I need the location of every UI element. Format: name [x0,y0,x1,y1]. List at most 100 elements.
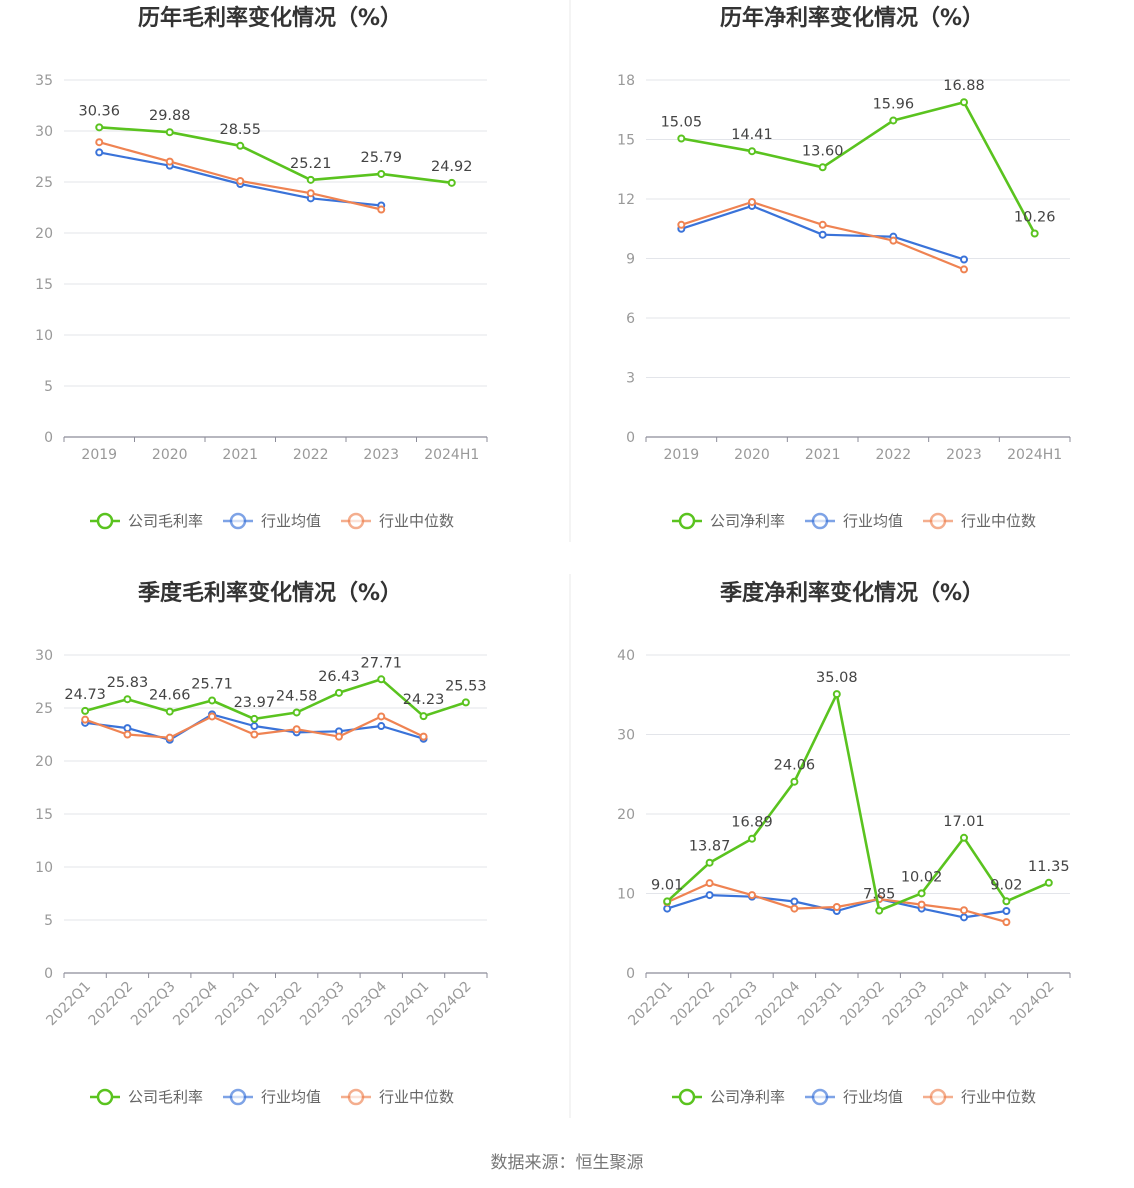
legend-marker-icon [678,512,696,530]
x-tick-label: 2023Q3 [297,979,348,1030]
y-tick-label: 6 [626,311,635,327]
data-point-company [236,141,245,150]
series-line-company [99,126,452,185]
y-tick-label: 20 [35,754,53,770]
data-label: 24.92 [431,159,473,175]
data-point-company [95,123,104,132]
data-point-company [419,712,428,721]
legend-label: 行业中位数 [379,512,454,530]
legend-item-industry_avg[interactable]: 行业均值 [223,512,321,530]
legend-item-company[interactable]: 公司毛利率 [90,512,203,530]
legend-item-industry_median[interactable]: 行业中位数 [923,1088,1036,1106]
legend-label: 行业均值 [261,1088,321,1106]
y-tick-label: 10 [35,860,53,876]
data-point-company [1030,229,1039,238]
legend-item-industry_median[interactable]: 行业中位数 [341,1088,454,1106]
data-point-company [208,696,217,705]
y-tick-label: 10 [617,887,635,903]
legend-item-company[interactable]: 公司净利率 [672,1088,785,1106]
data-point-industry_median [81,715,90,724]
data-label: 25.71 [191,676,233,692]
legend-item-industry_avg[interactable]: 行业均值 [805,512,903,530]
data-point-industry_median [790,904,799,913]
y-tick-label: 5 [44,913,53,929]
x-tick-label: 2022Q3 [128,979,179,1030]
data-point-company [748,147,756,156]
data-point-company [250,714,259,723]
y-tick-label: 30 [617,728,635,744]
data-point-company [705,858,714,867]
legend-label: 行业均值 [261,512,321,530]
legend-label: 公司毛利率 [128,1088,203,1106]
chart-panel-1: 历年毛利率变化情况（%） 0 5 10 15 20 25 30 35 2019 2020 2021 20… [35,5,488,530]
x-tick-label: 2023Q4 [922,978,973,1029]
data-point-company [377,675,386,684]
y-tick-label: 30 [35,124,53,140]
data-label: 27.71 [360,655,402,671]
legend-item-industry_median[interactable]: 行业中位数 [341,512,454,530]
data-point-company [875,906,884,915]
legend-item-industry_avg[interactable]: 行业均值 [223,1088,321,1106]
x-tick-label: 2023Q1 [213,979,264,1030]
legend-marker-icon [347,1088,365,1106]
legend-item-company[interactable]: 公司净利率 [672,512,785,530]
data-label: 16.88 [943,78,985,94]
data-point-industry_avg [1002,906,1011,915]
x-tick-label: 2022Q1 [625,979,676,1030]
data-point-company [790,777,799,786]
legend-label: 行业均值 [843,512,903,530]
data-point-company [832,690,841,699]
data-point-industry_median [960,906,968,915]
x-tick-label: 2022Q3 [710,979,761,1030]
legend-item-company[interactable]: 公司毛利率 [90,1088,203,1106]
data-label: 15.05 [661,115,703,131]
legend-item-industry_avg[interactable]: 行业均值 [805,1088,903,1106]
chart-title: 历年净利率变化情况（%） [720,5,984,31]
y-tick-label: 25 [35,175,53,191]
x-tick-label: 2024Q1 [382,979,433,1030]
data-point-industry_avg [960,255,968,264]
data-source-note: 数据来源：恒生聚源 [491,1153,644,1173]
x-tick-label: 2022Q1 [43,979,94,1030]
data-point-industry_median [889,236,898,245]
data-point-company [123,695,132,704]
x-tick-label: 2024Q1 [965,979,1016,1030]
chart-title: 季度毛利率变化情况（%） [138,580,402,606]
data-point-industry_median [677,220,686,229]
data-label: 24.06 [774,758,816,774]
data-point-industry_avg [663,904,672,913]
data-label: 29.88 [149,108,191,124]
y-tick-label: 20 [35,226,53,242]
x-tick-label: 2024H1 [424,447,479,463]
data-point-company [334,688,343,697]
data-label: 24.58 [276,688,318,704]
data-point-industry_median [306,189,315,198]
data-label: 25.21 [290,156,332,172]
data-label: 24.66 [149,688,191,704]
data-point-company [447,178,456,187]
data-point-industry_median [208,712,217,721]
data-point-industry_median [419,732,428,741]
series-line-industry_median [99,141,382,211]
data-point-industry_avg [123,724,132,733]
data-point-industry_median [165,733,174,742]
x-tick-label: 2023 [946,447,982,463]
data-label: 13.60 [802,143,844,159]
y-tick-label: 15 [35,277,53,293]
legend-label: 公司毛利率 [128,512,203,530]
data-point-industry_median [748,197,756,206]
y-tick-label: 0 [626,966,635,982]
data-point-company [960,833,968,842]
data-point-company [306,175,315,184]
y-tick-label: 0 [44,430,53,446]
data-point-industry_median [292,725,301,734]
data-label: 26.43 [318,669,360,685]
legend-label: 公司净利率 [710,1088,785,1106]
data-label: 28.55 [219,122,261,138]
y-tick-label: 40 [617,648,635,664]
data-point-industry_median [705,879,714,888]
data-label: 9.01 [651,877,683,893]
x-tick-label: 2020 [152,447,188,463]
legend-item-industry_median[interactable]: 行业中位数 [923,512,1036,530]
y-tick-label: 20 [617,807,635,823]
